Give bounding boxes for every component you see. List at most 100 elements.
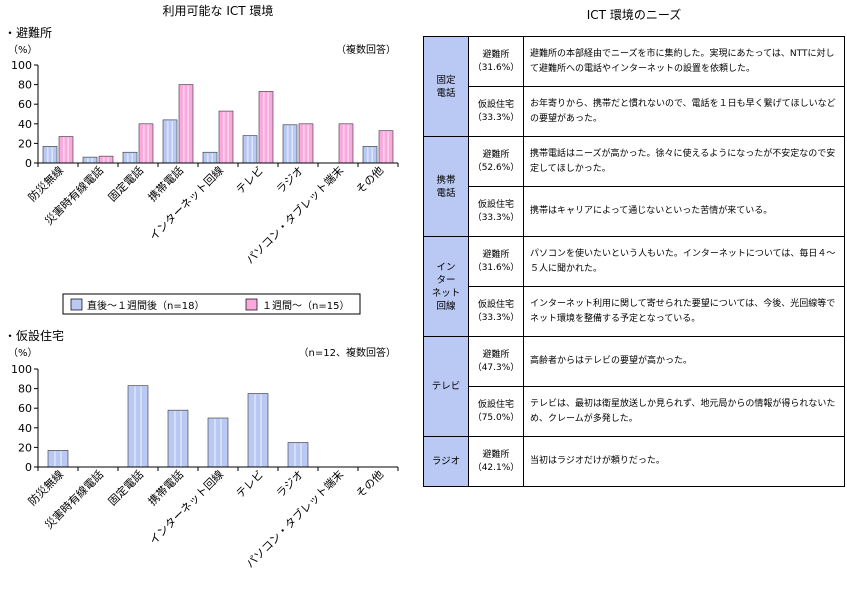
category-label-line: テレビ: [431, 381, 461, 392]
bar: [258, 91, 274, 164]
category-label: 固定電話: [105, 163, 146, 204]
comment-cell: インターネット利用に関して寄せられた要望については、今後、光回線等でネット環境を…: [523, 286, 845, 337]
y-tick-label: 0: [25, 461, 32, 474]
y-tick-label: 40: [18, 422, 32, 435]
table-row: 仮設住宅 （33.3%） インターネット利用に関して寄せられた要望については、今後、…: [424, 286, 845, 337]
facility-percent: （33.3%）: [472, 212, 520, 223]
y-tick-label: 20: [18, 441, 32, 454]
category-label: その他: [354, 468, 387, 501]
ict-needs-table: 固定 電話 避難所 （31.6%） 避難所の本部経由でニーズを市に集約した。実現にあたっ…: [423, 36, 845, 487]
category-label: その他: [354, 164, 387, 197]
bar: [338, 123, 354, 164]
facility-label: 仮設住宅: [477, 399, 514, 410]
facility-cell: 仮設住宅 （75.0%）: [468, 386, 524, 437]
comment-cell: パソコンを使いたいという人もいた。インターネットについては、毎日４～５人に聞かれ…: [523, 236, 845, 287]
y-tick-label: 80: [18, 79, 32, 92]
category-label-line: ター: [436, 274, 456, 286]
category-label-line: 固定: [436, 74, 456, 86]
bar: [127, 385, 149, 468]
bar: [98, 155, 114, 164]
right-title: ICT 環境のニーズ: [586, 8, 682, 22]
facility-percent: （33.3%）: [472, 312, 520, 323]
table-row: 携帯 電話 避難所 （52.6%） 携帯電話はニーズが高かった。徐々に使えるようになった…: [423, 136, 845, 237]
facility-label: 避難所: [482, 249, 510, 260]
category-cell: 固定 電話: [423, 36, 469, 137]
category-label: 携帯電話: [145, 467, 186, 508]
y-unit-label-housing: （%）: [8, 347, 38, 359]
bar: [178, 84, 194, 164]
facility-label: 仮設住宅: [477, 199, 514, 210]
charts-area: 利用可能な ICT 環境 ・避難所 （%） （複数回答） 0 20 40 60 80 10…: [4, 3, 399, 570]
bar: [122, 151, 138, 164]
category-label: インターネット回線: [146, 163, 226, 243]
bar: [378, 130, 394, 164]
category-label: インターネット回線: [146, 467, 226, 547]
y-tick-label: 0: [25, 157, 32, 170]
category-label-line: 電話: [436, 187, 456, 199]
facility-label: 避難所: [482, 449, 510, 460]
section-label-housing: ・仮設住宅: [4, 328, 64, 343]
y-tick-label: 40: [18, 118, 32, 131]
bar: [207, 417, 229, 468]
facility-cell: 避難所 （52.6%）: [468, 136, 524, 187]
bar: [242, 135, 258, 164]
bar: [202, 151, 218, 164]
facility-percent: （42.1%）: [472, 462, 520, 473]
bar: [138, 123, 154, 164]
facility-percent: （31.6%）: [472, 62, 520, 73]
bar: [42, 146, 58, 164]
category-cell: テレビ: [423, 336, 469, 437]
facility-cell: 避難所 （31.6%）: [468, 236, 524, 287]
table-row: テレビ 避難所 （47.3%） 高齢者からはテレビの要望が高かった。: [423, 336, 845, 437]
legend-swatch-early: [70, 298, 83, 311]
facility-percent: （47.3%）: [472, 362, 520, 373]
category-label: ラジオ: [274, 164, 306, 196]
bar: [362, 146, 378, 164]
facility-cell: 避難所 （31.6%）: [468, 36, 524, 87]
bar: [162, 119, 178, 164]
category-label: テレビ: [234, 468, 267, 501]
y-tick-label: 100: [11, 59, 32, 72]
facility-percent: （33.3%）: [472, 112, 520, 123]
chart-temporary-housing: ・仮設住宅 （%） （n=12、複数回答） 020406080100防災無線災害…: [4, 328, 399, 570]
comment-cell: 避難所の本部経由でニーズを市に集約した。実現にあたっては、NTTに対して避難所へ…: [523, 36, 845, 87]
bar: [287, 442, 309, 468]
table-row: イン ター ネット 回線 避難所 （31.6%） パソコンを使いたいという人もいた。インター…: [423, 236, 845, 337]
comment-cell: 当初はラジオだけが頼りだった。: [523, 436, 845, 487]
bar: [47, 450, 69, 468]
category-label-line: ネット: [431, 287, 461, 299]
category-cell: イン ター ネット 回線: [423, 236, 469, 337]
comment-cell: 携帯はキャリアによって通じないといった苦情が来ている。: [523, 186, 845, 237]
facility-label: 仮設住宅: [477, 299, 514, 310]
category-label-line: 携帯: [436, 174, 456, 186]
comment-cell: テレビは、最初は衛星放送しか見られず、地元局からの情報が得られないため、クレーム…: [523, 386, 845, 437]
category-label: 固定電話: [105, 467, 146, 508]
note-shelter: （複数回答）: [336, 43, 396, 56]
facility-cell: 避難所 （42.1%）: [468, 436, 524, 487]
table-row: 仮設住宅 （75.0%） テレビは、最初は衛星放送しか見られず、地元局からの情報が得…: [424, 386, 845, 437]
bar: [247, 393, 269, 468]
bar: [167, 409, 189, 468]
note-housing: （n=12、複数回答）: [299, 346, 396, 359]
facility-cell: 仮設住宅 （33.3%）: [468, 86, 524, 137]
y-tick-label: 60: [18, 402, 32, 415]
category-label-line: イン: [436, 261, 456, 273]
bar: [298, 123, 314, 164]
bar: [218, 110, 234, 164]
facility-cell: 仮設住宅 （33.3%）: [468, 286, 524, 337]
section-label-shelter: ・避難所: [4, 25, 52, 40]
category-label-line: 電話: [436, 87, 456, 99]
table-row: ラジオ 避難所 （42.1%） 当初はラジオだけが頼りだった。: [423, 436, 845, 487]
legend-swatch-later: [245, 298, 258, 311]
bar: [282, 124, 298, 164]
facility-label: 避難所: [482, 149, 510, 160]
table-row: 仮設住宅 （33.3%） お年寄りから、携帯だと慣れないので、電話を１日も早く繋げて…: [424, 86, 845, 137]
facility-percent: （31.6%）: [472, 262, 520, 273]
category-label-line: ラジオ: [431, 456, 461, 467]
category-label: テレビ: [234, 164, 267, 197]
left-title: 利用可能な ICT 環境: [163, 3, 274, 18]
category-label: ラジオ: [274, 468, 306, 500]
legend-label-early: 直後～１週間後（n=18）: [87, 299, 204, 312]
y-tick-label: 20: [18, 137, 32, 150]
legend-label-later: １週間～（n=15）: [262, 300, 349, 312]
